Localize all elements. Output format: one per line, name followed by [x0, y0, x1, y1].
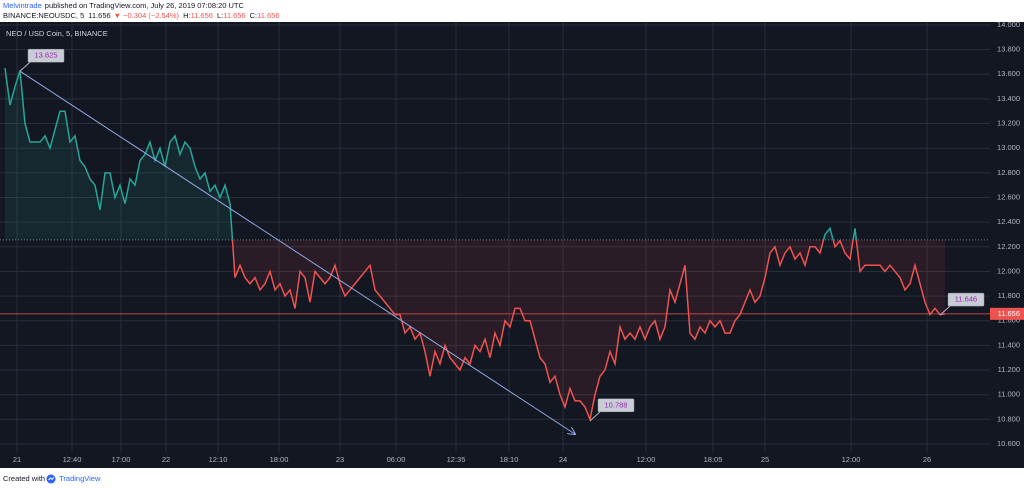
callout-pointer [19, 61, 31, 72]
y-tick-label: 13.600 [997, 69, 1020, 78]
y-tick-label: 12.800 [997, 168, 1020, 177]
y-tick-label: 13.000 [997, 143, 1020, 152]
y-tick-label: 11.800 [998, 291, 1020, 300]
callout-box [27, 48, 65, 63]
x-tick-label: 24 [559, 455, 567, 464]
last-price-label: 11.656 [998, 309, 1020, 318]
y-tick-label: 13.800 [997, 45, 1020, 54]
y-tick-label: 11.200 [998, 365, 1020, 374]
x-tick-label: 21 [13, 455, 21, 464]
price-line-down [231, 239, 946, 422]
axes: 14.000 13.800 13.600 13.400 13.200 13.000 12.8… [13, 20, 1024, 464]
y-tick-label: 11.600 [998, 316, 1020, 325]
y-tick-label: 10.800 [997, 414, 1020, 423]
y-tick-label: 13.400 [997, 94, 1020, 103]
y-tick-label: 12.000 [997, 266, 1020, 275]
ohlc-value: 11.656 [223, 11, 245, 20]
change: ▼ −0.304 (−2.54%) [114, 11, 180, 20]
x-tick-label: 26 [923, 455, 931, 464]
chart-title: NEO / USD Coin, 5, BINANCE [6, 29, 108, 38]
callout-pointer [589, 411, 601, 422]
callout-pointer [939, 305, 951, 316]
x-tick-label: 25 [761, 455, 769, 464]
price-line-up [4, 67, 858, 240]
publisher[interactable]: Melvintrade [3, 1, 42, 10]
y-tick-label: 12.600 [997, 192, 1020, 201]
callout-box [597, 398, 635, 413]
grid [0, 22, 990, 452]
ohlc-label: L: [217, 11, 223, 20]
x-tick-label: 12:40 [63, 455, 82, 464]
symbol: BINANCE:NEOUSDC, 5 [3, 11, 84, 20]
trend-line [19, 70, 575, 434]
last-price-box [990, 307, 1024, 320]
symbol-line: BINANCE:NEOUSDC, 5 11.656 ▼ −0.304 (−2.54%… [3, 11, 280, 20]
footer-text: Created with [3, 474, 45, 483]
plot: 13.625 10.788 11.646 [0, 48, 990, 434]
callout-label: 10.788 [605, 400, 628, 409]
ohlc-value: 11.656 [257, 11, 279, 20]
ohlc-value: 11.656 [191, 11, 213, 20]
x-tick-label: 18:05 [704, 455, 723, 464]
x-tick-label: 17:00 [112, 455, 131, 464]
tv-logo [46, 474, 56, 484]
y-tick-label: 12.200 [997, 242, 1020, 251]
x-tick-label: 12:35 [447, 455, 466, 464]
callout-label: 13.625 [35, 51, 58, 60]
x-tick-label: 22 [162, 455, 170, 464]
header-line: Melvintrade published on TradingView.com,… [3, 1, 245, 10]
x-tick-label: 12:10 [209, 455, 228, 464]
callout-box [947, 292, 985, 307]
footer-brand[interactable]: TradingView [59, 474, 101, 483]
y-tick-label: 13.200 [997, 119, 1020, 128]
x-tick-label: 06:00 [387, 455, 406, 464]
area-up [5, 68, 945, 240]
x-tick-label: 18:10 [500, 455, 519, 464]
x-tick-label: 18:00 [270, 455, 289, 464]
ohlc: H:11.656 L:11.656 C:11.656 [183, 11, 279, 20]
y-tick-label: 14.000 [997, 20, 1020, 29]
callout-label: 11.646 [955, 295, 977, 304]
y-tick-label: 11.000 [998, 390, 1020, 399]
y-tick-label: 12.400 [997, 217, 1020, 226]
logo-mark [48, 476, 55, 481]
x-tick-label: 12:00 [842, 455, 861, 464]
y-tick-label: 10.600 [997, 439, 1020, 448]
x-tick-label: 23 [336, 455, 344, 464]
published-text: published on TradingView.com, July 26, 2… [45, 1, 245, 10]
x-tick-label: 12:00 [637, 455, 656, 464]
chart-background [0, 22, 1024, 468]
footer: Created with TradingView [3, 474, 101, 483]
y-tick-label: 11.400 [998, 340, 1020, 349]
ohlc-label: C: [250, 11, 258, 20]
price: 11.656 [88, 11, 110, 20]
ohlc-label: H: [183, 11, 191, 20]
area-down [232, 239, 945, 420]
